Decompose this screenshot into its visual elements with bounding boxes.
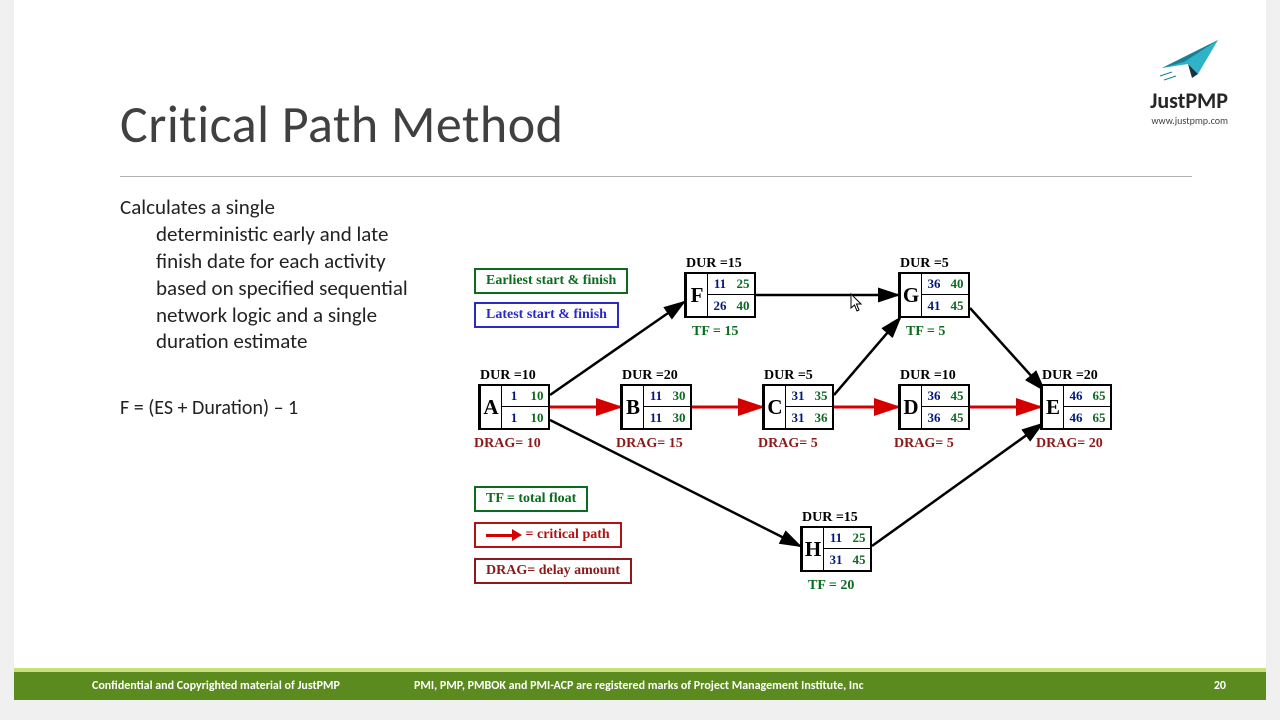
edge-g-e (970, 308, 1044, 390)
es-value: 36 (922, 274, 946, 295)
legend-critical-path: = critical path (474, 522, 622, 548)
activity-id: G (900, 274, 922, 316)
ef-value: 10 (526, 386, 548, 407)
ls-value: 11 (644, 407, 668, 428)
lf-value: 40 (732, 295, 754, 316)
paper-plane-icon (1158, 34, 1228, 82)
duration-label-h: DUR =15 (802, 510, 858, 526)
tf-label-f: TF = 15 (692, 324, 738, 340)
ls-value: 41 (922, 295, 946, 316)
drag-label-d: DRAG= 5 (894, 436, 954, 452)
activity-id: H (802, 528, 824, 570)
body-text: Calculates a single deterministic early … (120, 194, 420, 355)
logo-url: www.justpmp.com (1150, 114, 1228, 127)
activity-node-e: 46E 654665 (1040, 384, 1112, 430)
activity-node-b: 11B 301130 (620, 384, 692, 430)
ef-value: 65 (1088, 386, 1110, 407)
duration-label-g: DUR =5 (900, 256, 949, 272)
drag-label-e: DRAG= 20 (1036, 436, 1103, 452)
ls-value: 36 (922, 407, 946, 428)
lf-value: 45 (946, 295, 968, 316)
page-number: 20 (1214, 679, 1266, 693)
ef-value: 25 (732, 274, 754, 295)
activity-id: B (622, 386, 644, 428)
duration-label-b: DUR =20 (622, 368, 678, 384)
page-title: Critical Path Method (120, 92, 564, 156)
es-value: 1 (502, 386, 526, 407)
ef-value: 25 (848, 528, 870, 549)
es-value: 11 (708, 274, 732, 295)
ls-value: 46 (1064, 407, 1088, 428)
activity-node-d: 36D 453645 (898, 384, 970, 430)
ls-value: 1 (502, 407, 526, 428)
ef-value: 40 (946, 274, 968, 295)
activity-node-a: 1A 10110 (478, 384, 550, 430)
drag-label-b: DRAG= 15 (616, 436, 683, 452)
drag-label-a: DRAG= 10 (474, 436, 541, 452)
activity-id: A (480, 386, 502, 428)
footer-trademark: PMI, PMP, PMBOK and PMI-ACP are register… (394, 679, 1214, 693)
ef-value: 35 (810, 386, 832, 407)
cursor-icon (850, 293, 864, 313)
edge-c-g (834, 318, 900, 395)
legend-latest: Latest start & finish (474, 302, 619, 328)
activity-node-c: 31C 353136 (762, 384, 834, 430)
brand-logo: JustPMP www.justpmp.com (1150, 34, 1228, 127)
duration-label-a: DUR =10 (480, 368, 536, 384)
lf-value: 10 (526, 407, 548, 428)
lf-value: 45 (946, 407, 968, 428)
ef-value: 45 (946, 386, 968, 407)
duration-label-f: DUR =15 (686, 256, 742, 272)
es-value: 11 (824, 528, 848, 549)
lf-value: 30 (668, 407, 690, 428)
ls-value: 26 (708, 295, 732, 316)
legend-tf: TF = total float (474, 486, 588, 512)
footer-confidential: Confidential and Copyrighted material of… (14, 679, 394, 693)
lf-value: 45 (848, 549, 870, 570)
tf-label-h: TF = 20 (808, 578, 854, 594)
activity-node-g: 36G 404145 (898, 272, 970, 318)
duration-label-e: DUR =20 (1042, 368, 1098, 384)
title-rule (120, 176, 1192, 177)
activity-id: E (1042, 386, 1064, 428)
footer-bar: Confidential and Copyrighted material of… (14, 668, 1266, 700)
activity-id: D (900, 386, 922, 428)
es-value: 36 (922, 386, 946, 407)
es-value: 46 (1064, 386, 1088, 407)
es-value: 31 (786, 386, 810, 407)
ls-value: 31 (824, 549, 848, 570)
legend-drag: DRAG= delay amount (474, 558, 632, 584)
drag-label-c: DRAG= 5 (758, 436, 818, 452)
ef-value: 30 (668, 386, 690, 407)
legend-earliest: Earliest start & finish (474, 268, 628, 294)
cpm-diagram: Earliest start & finish Latest start & f… (462, 250, 1182, 620)
ls-value: 31 (786, 407, 810, 428)
formula: F = (ES + Duration) – 1 (120, 396, 298, 420)
duration-label-d: DUR =10 (900, 368, 956, 384)
activity-node-f: 11F 252640 (684, 272, 756, 318)
activity-node-h: 11H 253145 (800, 526, 872, 572)
lf-value: 65 (1088, 407, 1110, 428)
lf-value: 36 (810, 407, 832, 428)
duration-label-c: DUR =5 (764, 368, 813, 384)
es-value: 11 (644, 386, 668, 407)
activity-id: F (686, 274, 708, 316)
activity-id: C (764, 386, 786, 428)
logo-text: JustPMP (1150, 87, 1228, 114)
critical-path-arrow-icon (486, 530, 522, 540)
tf-label-g: TF = 5 (906, 324, 945, 340)
slide: JustPMP www.justpmp.com Critical Path Me… (14, 0, 1266, 700)
